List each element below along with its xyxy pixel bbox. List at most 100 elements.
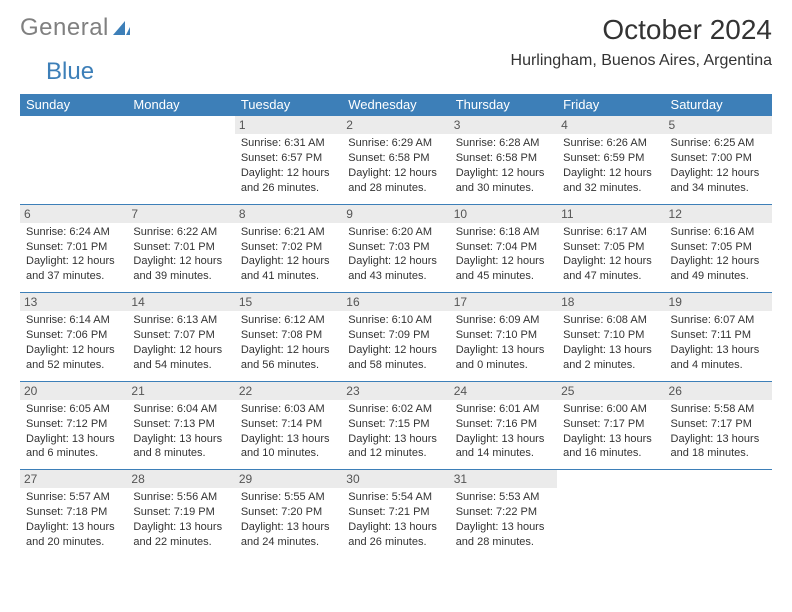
- day-cell: 1Sunrise: 6:31 AMSunset: 6:57 PMDaylight…: [235, 116, 342, 205]
- day-info: Sunrise: 6:12 AMSunset: 7:08 PMDaylight:…: [241, 313, 336, 372]
- day-info: Sunrise: 5:53 AMSunset: 7:22 PMDaylight:…: [456, 490, 551, 549]
- day-cell: 27Sunrise: 5:57 AMSunset: 7:18 PMDayligh…: [20, 470, 127, 558]
- dow-header: Tuesday: [235, 94, 342, 116]
- day-cell: 21 Sunrise: 6:04 AMSunset: 7:13 PMDayligh…: [127, 381, 234, 470]
- day-number: 13: [20, 293, 127, 311]
- day-number: 31: [450, 470, 557, 488]
- day-cell: [557, 470, 664, 558]
- day-number: 1: [235, 116, 342, 134]
- day-number: 26: [665, 382, 772, 400]
- day-info: Sunrise: 5:56 AMSunset: 7:19 PMDaylight:…: [133, 490, 228, 549]
- day-number: 10: [450, 205, 557, 223]
- day-cell: 18Sunrise: 6:08 AMSunset: 7:10 PMDayligh…: [557, 293, 664, 382]
- day-info: Sunrise: 6:03 AMSunset: 7:14 PMDaylight:…: [241, 402, 336, 461]
- week-row: 27Sunrise: 5:57 AMSunset: 7:18 PMDayligh…: [20, 470, 772, 558]
- day-of-week-row: SundayMondayTuesdayWednesdayThursdayFrid…: [20, 94, 772, 116]
- day-number: 9: [342, 205, 449, 223]
- day-cell: 26Sunrise: 5:58 AMSunset: 7:17 PMDayligh…: [665, 381, 772, 470]
- day-cell: 20Sunrise: 6:05 AMSunset: 7:12 PMDayligh…: [20, 381, 127, 470]
- day-number: 30: [342, 470, 449, 488]
- day-info: Sunrise: 6:09 AMSunset: 7:10 PMDaylight:…: [456, 313, 551, 372]
- day-number: 16: [342, 293, 449, 311]
- day-info: Sunrise: 6:18 AMSunset: 7:04 PMDaylight:…: [456, 225, 551, 284]
- dow-header: Thursday: [450, 94, 557, 116]
- logo: General: [20, 14, 131, 42]
- day-info: Sunrise: 6:13 AMSunset: 7:07 PMDaylight:…: [133, 313, 228, 372]
- day-cell: 8 Sunrise: 6:21 AMSunset: 7:02 PMDaylight…: [235, 204, 342, 293]
- day-cell: 19Sunrise: 6:07 AMSunset: 7:11 PMDayligh…: [665, 293, 772, 382]
- day-info: Sunrise: 6:10 AMSunset: 7:09 PMDaylight:…: [348, 313, 443, 372]
- day-cell: 14 Sunrise: 6:13 AMSunset: 7:07 PMDayligh…: [127, 293, 234, 382]
- day-info: Sunrise: 5:55 AMSunset: 7:20 PMDaylight:…: [241, 490, 336, 549]
- calendar-table: SundayMondayTuesdayWednesdayThursdayFrid…: [20, 94, 772, 558]
- day-cell: 31 Sunrise: 5:53 AMSunset: 7:22 PMDayligh…: [450, 470, 557, 558]
- day-number: 8: [235, 205, 342, 223]
- dow-header: Saturday: [665, 94, 772, 116]
- day-number: 4: [557, 116, 664, 134]
- day-number: 11: [557, 205, 664, 223]
- calendar-body: 1Sunrise: 6:31 AMSunset: 6:57 PMDaylight…: [20, 116, 772, 558]
- day-number: 19: [665, 293, 772, 311]
- day-info: Sunrise: 6:17 AMSunset: 7:05 PMDaylight:…: [563, 225, 658, 284]
- day-info: Sunrise: 5:57 AMSunset: 7:18 PMDaylight:…: [26, 490, 121, 549]
- day-info: Sunrise: 6:22 AMSunset: 7:01 PMDaylight:…: [133, 225, 228, 284]
- day-info: Sunrise: 6:00 AMSunset: 7:17 PMDaylight:…: [563, 402, 658, 461]
- dow-header: Friday: [557, 94, 664, 116]
- day-number: 22: [235, 382, 342, 400]
- day-cell: 24Sunrise: 6:01 AMSunset: 7:16 PMDayligh…: [450, 381, 557, 470]
- day-info: Sunrise: 6:26 AMSunset: 6:59 PMDaylight:…: [563, 136, 658, 195]
- dow-header: Monday: [127, 94, 234, 116]
- day-cell: 22 Sunrise: 6:03 AMSunset: 7:14 PMDayligh…: [235, 381, 342, 470]
- day-cell: 29 Sunrise: 5:55 AMSunset: 7:20 PMDayligh…: [235, 470, 342, 558]
- day-info: Sunrise: 6:08 AMSunset: 7:10 PMDaylight:…: [563, 313, 658, 372]
- week-row: 1Sunrise: 6:31 AMSunset: 6:57 PMDaylight…: [20, 116, 772, 205]
- day-cell: 7 Sunrise: 6:22 AMSunset: 7:01 PMDaylight…: [127, 204, 234, 293]
- day-number: 7: [127, 205, 234, 223]
- day-number: 23: [342, 382, 449, 400]
- week-row: 13 Sunrise: 6:14 AMSunset: 7:06 PMDayligh…: [20, 293, 772, 382]
- day-number: 21: [127, 382, 234, 400]
- day-number: 3: [450, 116, 557, 134]
- day-cell: 16 Sunrise: 6:10 AMSunset: 7:09 PMDayligh…: [342, 293, 449, 382]
- dow-header: Sunday: [20, 94, 127, 116]
- day-info: Sunrise: 6:21 AMSunset: 7:02 PMDaylight:…: [241, 225, 336, 284]
- day-cell: 10 Sunrise: 6:18 AMSunset: 7:04 PMDayligh…: [450, 204, 557, 293]
- day-cell: 6 Sunrise: 6:24 AMSunset: 7:01 PMDaylight…: [20, 204, 127, 293]
- day-info: Sunrise: 6:28 AMSunset: 6:58 PMDaylight:…: [456, 136, 551, 195]
- day-number: 15: [235, 293, 342, 311]
- month-title: October 2024: [511, 14, 772, 46]
- day-info: Sunrise: 6:02 AMSunset: 7:15 PMDaylight:…: [348, 402, 443, 461]
- day-cell: 2 Sunrise: 6:29 AMSunset: 6:58 PMDaylight…: [342, 116, 449, 205]
- day-number: 14: [127, 293, 234, 311]
- logo-text-general: General: [20, 14, 109, 42]
- day-info: Sunrise: 6:16 AMSunset: 7:05 PMDaylight:…: [671, 225, 766, 284]
- day-cell: [20, 116, 127, 205]
- logo-text-blue: Blue: [46, 58, 94, 85]
- day-cell: 13 Sunrise: 6:14 AMSunset: 7:06 PMDayligh…: [20, 293, 127, 382]
- day-cell: [665, 470, 772, 558]
- day-cell: 3 Sunrise: 6:28 AMSunset: 6:58 PMDaylight…: [450, 116, 557, 205]
- day-info: Sunrise: 6:25 AMSunset: 7:00 PMDaylight:…: [671, 136, 766, 195]
- header-right: October 2024 Hurlingham, Buenos Aires, A…: [511, 14, 772, 70]
- day-info: Sunrise: 6:20 AMSunset: 7:03 PMDaylight:…: [348, 225, 443, 284]
- day-number: 2: [342, 116, 449, 134]
- day-number: 6: [20, 205, 127, 223]
- day-info: Sunrise: 6:24 AMSunset: 7:01 PMDaylight:…: [26, 225, 121, 284]
- day-info: Sunrise: 6:29 AMSunset: 6:58 PMDaylight:…: [348, 136, 443, 195]
- day-number: 28: [127, 470, 234, 488]
- day-number: 29: [235, 470, 342, 488]
- location: Hurlingham, Buenos Aires, Argentina: [511, 52, 772, 70]
- day-info: Sunrise: 6:14 AMSunset: 7:06 PMDaylight:…: [26, 313, 121, 372]
- day-cell: 17 Sunrise: 6:09 AMSunset: 7:10 PMDayligh…: [450, 293, 557, 382]
- day-number: 12: [665, 205, 772, 223]
- day-cell: 5Sunrise: 6:25 AMSunset: 7:00 PMDaylight…: [665, 116, 772, 205]
- dow-header: Wednesday: [342, 94, 449, 116]
- day-cell: 28 Sunrise: 5:56 AMSunset: 7:19 PMDayligh…: [127, 470, 234, 558]
- day-info: Sunrise: 6:05 AMSunset: 7:12 PMDaylight:…: [26, 402, 121, 461]
- day-number: 17: [450, 293, 557, 311]
- day-cell: 15 Sunrise: 6:12 AMSunset: 7:08 PMDayligh…: [235, 293, 342, 382]
- week-row: 20Sunrise: 6:05 AMSunset: 7:12 PMDayligh…: [20, 381, 772, 470]
- day-cell: 30Sunrise: 5:54 AMSunset: 7:21 PMDayligh…: [342, 470, 449, 558]
- day-cell: 9 Sunrise: 6:20 AMSunset: 7:03 PMDaylight…: [342, 204, 449, 293]
- day-info: Sunrise: 6:04 AMSunset: 7:13 PMDaylight:…: [133, 402, 228, 461]
